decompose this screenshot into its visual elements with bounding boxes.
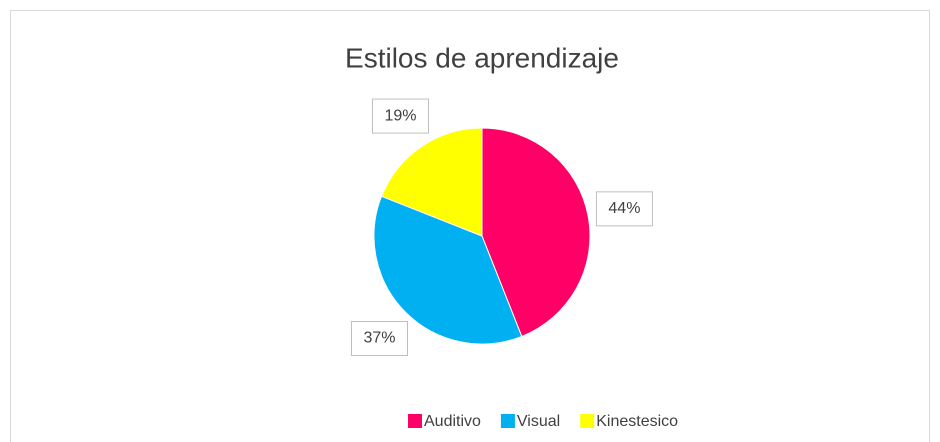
legend-swatch xyxy=(580,414,595,428)
legend-swatch xyxy=(408,414,422,428)
data-label: 37% xyxy=(363,330,395,347)
data-label-box xyxy=(595,191,653,227)
chart-title: Estilos de aprendizaje xyxy=(345,42,619,73)
data-label: 44% xyxy=(608,200,640,217)
data-label: 19% xyxy=(384,107,416,124)
data-label-box xyxy=(350,321,408,357)
pie-slice xyxy=(373,195,523,345)
pie-slice xyxy=(481,127,591,338)
data-label-box xyxy=(371,98,429,134)
legend-label: Visual xyxy=(517,413,560,430)
pie-slice xyxy=(380,127,483,237)
legend-label: Auditivo xyxy=(424,413,481,430)
legend-label: Kinestesico xyxy=(596,413,678,430)
legend-swatch xyxy=(500,414,515,428)
